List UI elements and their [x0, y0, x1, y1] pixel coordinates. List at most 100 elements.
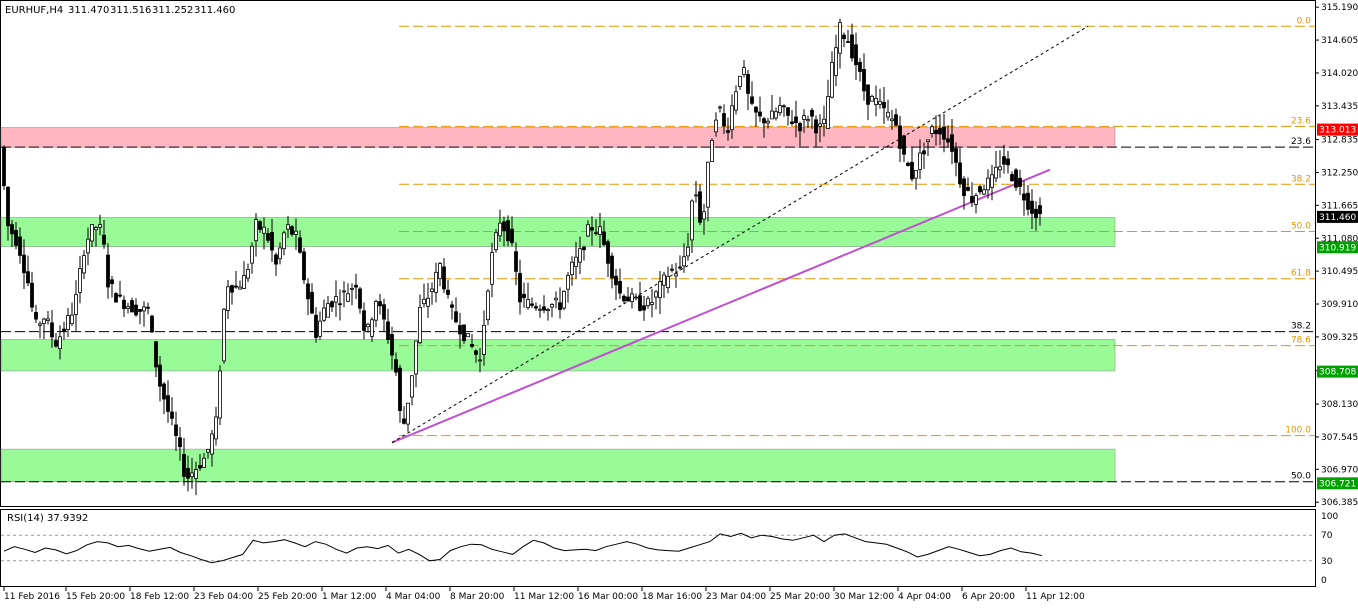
price-tick-label: 312.835 [1321, 136, 1358, 146]
candle-body [410, 375, 414, 398]
candle-body [986, 177, 990, 191]
candle-body [754, 106, 758, 113]
candle-body [1006, 158, 1010, 166]
candle-body [298, 237, 302, 253]
candle-body [494, 232, 498, 251]
ohlc-low: 311.252 [152, 5, 193, 16]
candle-body [562, 290, 566, 309]
candle-body [930, 126, 934, 134]
candle-body [970, 196, 974, 203]
candle-body [678, 266, 682, 269]
time-tick-label: 11 Mar 12:00 [514, 592, 574, 602]
candle-body [318, 320, 322, 337]
candle-body [798, 123, 802, 132]
candle-body [1014, 169, 1018, 188]
candle-body [418, 306, 422, 344]
candle-body [46, 318, 50, 322]
candle-body [402, 418, 406, 424]
candle-body [458, 325, 462, 335]
candle-body [342, 290, 346, 293]
candle-body [774, 111, 778, 119]
candle-body [438, 263, 442, 280]
candle-body [42, 318, 46, 324]
dark-level-label: 23.6 [1291, 137, 1311, 147]
candle-body [414, 340, 418, 375]
candle-body [470, 344, 474, 347]
candle-body [270, 231, 274, 251]
price-tick-label: 306.970 [1321, 465, 1358, 475]
candle-body [570, 261, 574, 276]
candle-body [78, 268, 82, 293]
ohlc-open: 311.470 [68, 5, 109, 16]
price-tag-label: 308.708 [1319, 368, 1356, 378]
candle-body [886, 111, 890, 118]
candle-body [118, 294, 122, 297]
candle-body [346, 293, 350, 302]
candle-body [74, 294, 78, 315]
time-tick-label: 4 Mar 04:00 [386, 592, 441, 602]
candle-body [442, 266, 446, 290]
candle-body [302, 251, 306, 281]
candle-body [138, 309, 142, 312]
time-tick-label: 4 Apr 04:00 [898, 592, 951, 602]
time-tick-label: 6 Apr 20:00 [962, 592, 1015, 602]
candle-body [818, 123, 822, 127]
candle-body [546, 308, 550, 312]
price-tick-label: 312.250 [1321, 168, 1358, 178]
candle-body [2, 146, 6, 187]
candle-body [306, 283, 310, 300]
candle-body [22, 254, 26, 274]
candle-body [794, 116, 798, 123]
candle-body [918, 152, 922, 170]
zone-1 [0, 217, 1116, 247]
time-tick-label: 23 Feb 04:00 [194, 592, 253, 602]
fib-level-label: 100.0 [1285, 426, 1311, 436]
candle-body [378, 301, 382, 307]
candle-body [38, 323, 42, 326]
candle-body [390, 334, 394, 356]
price-axis: 315.190 314.605 314.020 313.435 312.835 312.2… [1315, 3, 1358, 508]
candle-body [122, 299, 126, 310]
candle-body [398, 367, 402, 411]
trendline[interactable] [391, 168, 1051, 444]
candle-body [54, 340, 58, 347]
ohlc-close: 311.460 [194, 5, 235, 16]
candle-body [362, 310, 366, 331]
candle-body [202, 457, 206, 468]
candle-body [430, 288, 434, 292]
candle-body [902, 135, 906, 155]
candle-body [646, 298, 650, 306]
price-tag [1317, 241, 1358, 254]
candle-body [50, 322, 54, 338]
price-tag-label: 313.013 [1319, 126, 1356, 136]
candle-body [730, 105, 734, 131]
candle-body [254, 219, 258, 242]
candle-body [590, 227, 594, 231]
rsi-tick-label: 0 [1321, 576, 1327, 586]
candle-body [506, 220, 510, 242]
candle-body [726, 130, 730, 133]
candle-body [166, 395, 170, 412]
fib-level-label: 50.0 [1291, 222, 1311, 232]
candle-body [686, 246, 690, 257]
candle-body [910, 161, 914, 180]
candle-body [954, 148, 958, 163]
candle-body [838, 22, 842, 54]
candle-body [478, 359, 482, 362]
rsi-layer: 100 70 30 0 [1, 512, 1338, 586]
candle-body [330, 301, 334, 308]
candle-body [606, 241, 610, 264]
candle-body [338, 303, 342, 306]
candle-body [1022, 193, 1026, 201]
candle-body [770, 110, 774, 120]
candle-body [990, 174, 994, 188]
candle-body [578, 248, 582, 263]
candle-body [326, 303, 330, 318]
candle-body [682, 256, 686, 267]
candle-body [870, 95, 874, 102]
candle-body [862, 69, 866, 92]
candle-body [146, 306, 150, 309]
time-tick-label: 8 Mar 20:00 [450, 592, 505, 602]
candle-body [722, 113, 726, 127]
